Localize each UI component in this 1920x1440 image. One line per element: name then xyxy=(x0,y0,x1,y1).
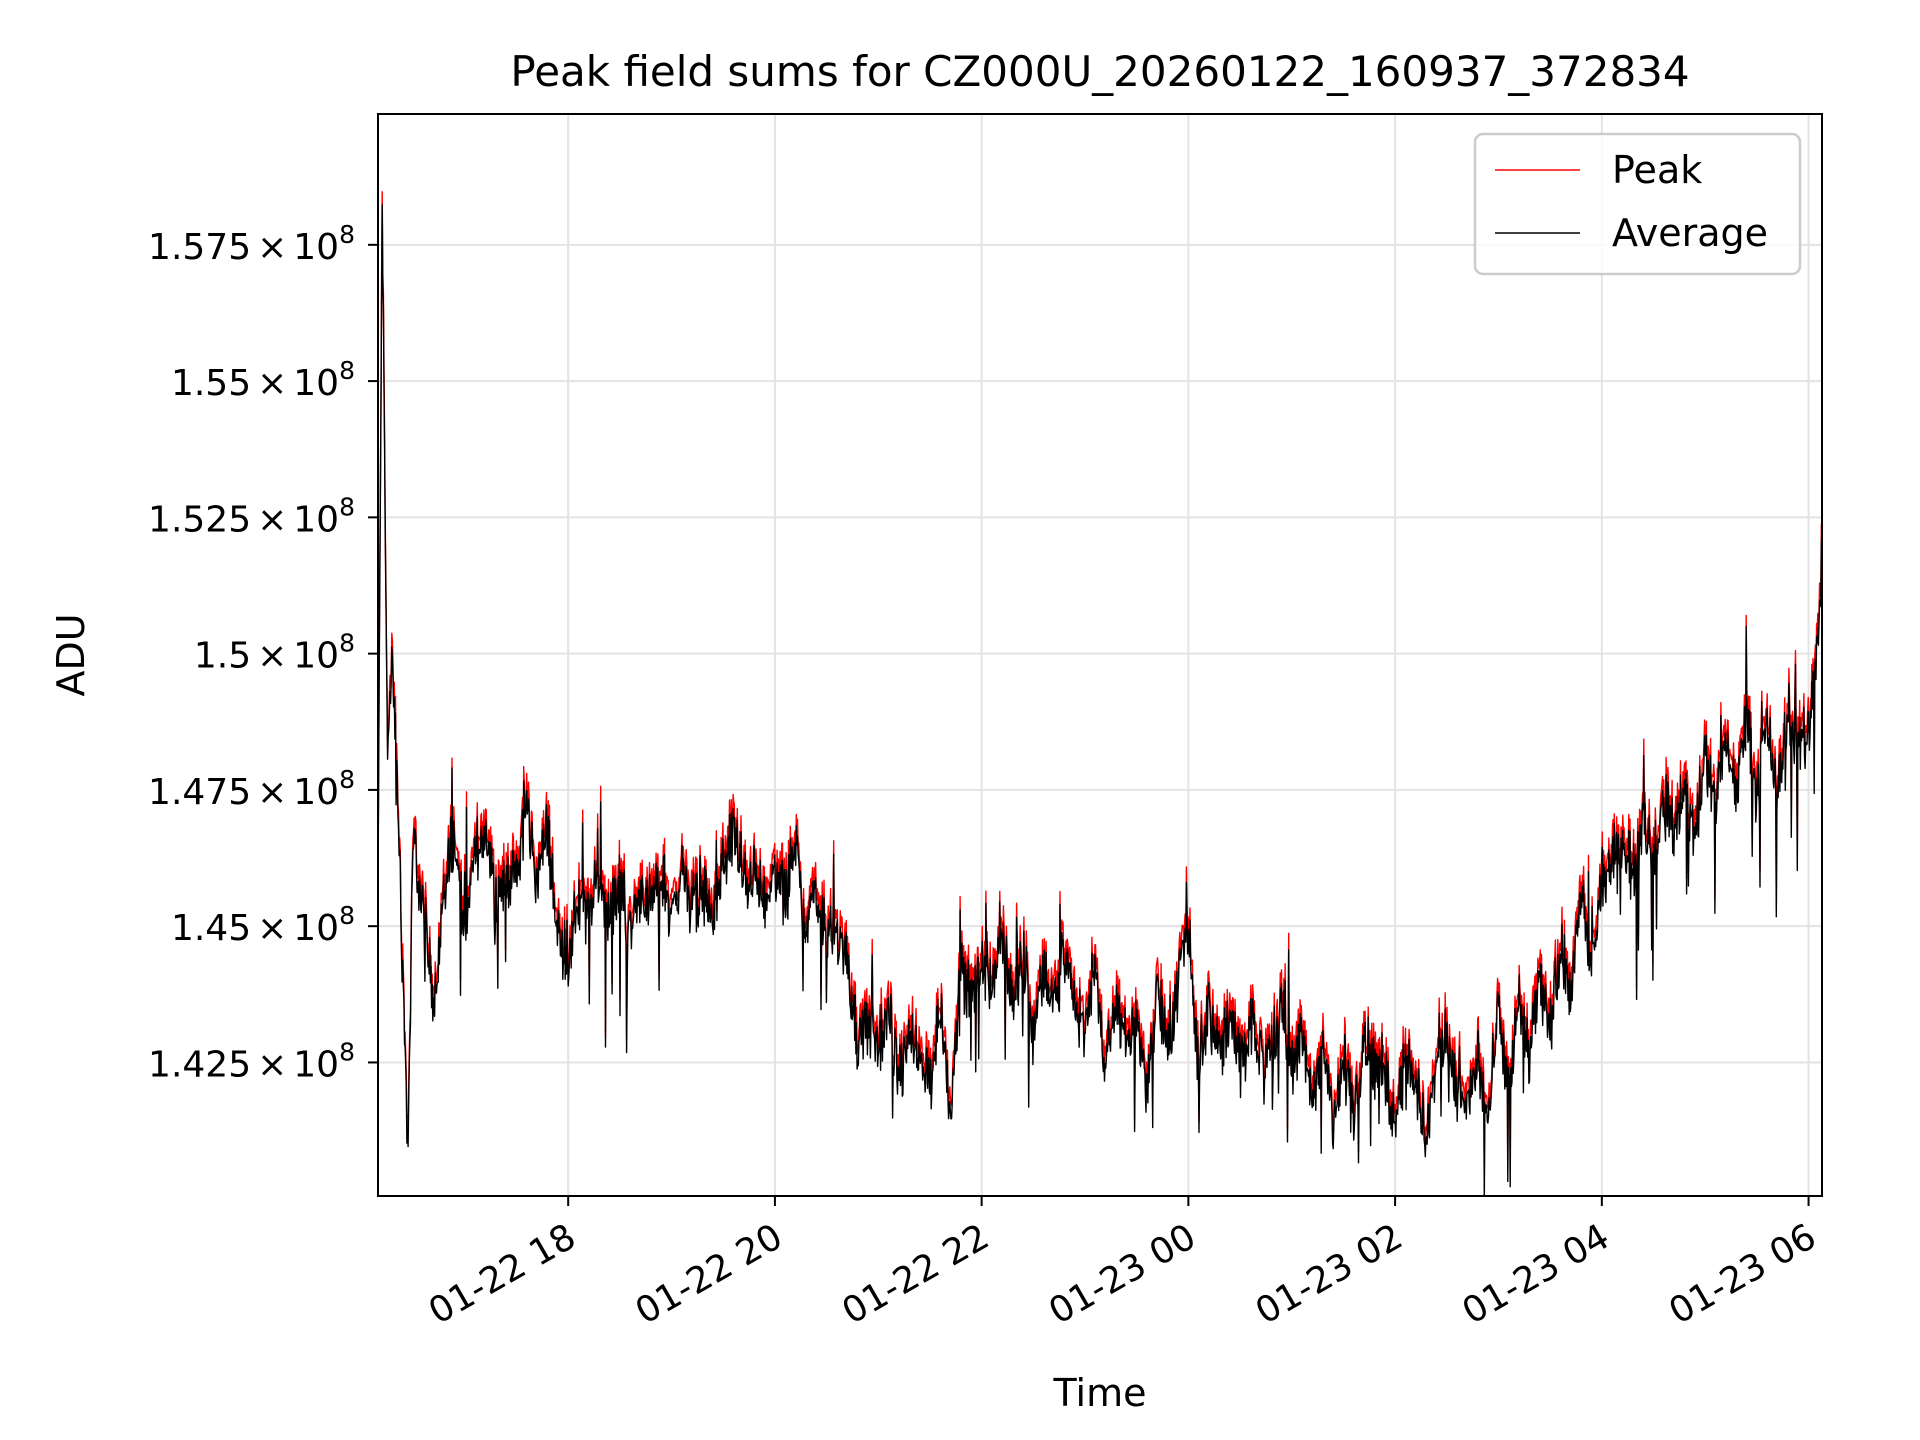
y-tick-exponent: 8 xyxy=(339,220,355,249)
y-tick-times: × xyxy=(257,772,287,813)
y-tick-exponent: 8 xyxy=(339,1037,355,1066)
y-tick-label: 1.5 × 108 xyxy=(194,629,355,677)
y-tick-label: 1.55 × 108 xyxy=(171,356,355,404)
y-tick-base: 10 xyxy=(293,1044,339,1085)
x-axis-label: Time xyxy=(1053,1371,1147,1415)
y-tick-base: 10 xyxy=(293,499,339,540)
legend-label-peak: Peak xyxy=(1612,148,1702,192)
y-tick-label: 1.575 × 108 xyxy=(148,220,355,268)
y-tick-times: × xyxy=(257,1044,287,1085)
y-tick-label: 1.45 × 108 xyxy=(171,901,355,949)
gridlines xyxy=(378,114,1822,1196)
y-tick-mantissa: 1.575 xyxy=(148,227,251,268)
y-tick-exponent: 8 xyxy=(339,629,355,658)
y-tick-exponent: 8 xyxy=(339,765,355,794)
y-axis-label: ADU xyxy=(49,613,93,696)
y-tick-exponent: 8 xyxy=(339,356,355,385)
y-tick-times: × xyxy=(257,227,287,268)
y-tick-base: 10 xyxy=(293,363,339,404)
y-tick-label: 1.475 × 108 xyxy=(148,765,355,813)
y-tick-times: × xyxy=(257,499,287,540)
axes-frame xyxy=(377,113,1823,1197)
legend: Peak Average xyxy=(1473,132,1802,276)
y-tick-times: × xyxy=(257,363,287,404)
y-tick-mantissa: 1.475 xyxy=(148,772,251,813)
y-tick-times: × xyxy=(257,636,287,677)
plot-area xyxy=(378,114,1822,1196)
y-tick-mantissa: 1.525 xyxy=(148,499,251,540)
y-tick-exponent: 8 xyxy=(339,492,355,521)
legend-label-average: Average xyxy=(1612,211,1768,255)
series-line-average xyxy=(378,204,1822,1196)
y-tick-label: 1.525 × 108 xyxy=(148,492,355,540)
series-layer xyxy=(378,191,1822,1196)
y-tick-base: 10 xyxy=(293,772,339,813)
y-tick-exponent: 8 xyxy=(339,901,355,930)
y-tick-base: 10 xyxy=(293,636,339,677)
y-tick-label: 1.425 × 108 xyxy=(148,1037,355,1085)
y-tick-mantissa: 1.55 xyxy=(171,363,251,404)
y-tick-mantissa: 1.5 xyxy=(194,636,251,677)
y-tick-base: 10 xyxy=(293,908,339,949)
chart-title: Peak field sums for CZ000U_20260122_1609… xyxy=(510,47,1689,96)
y-tick-mantissa: 1.45 xyxy=(171,908,251,949)
y-tick-mantissa: 1.425 xyxy=(148,1044,251,1085)
y-tick-times: × xyxy=(257,908,287,949)
y-tick-base: 10 xyxy=(293,227,339,268)
legend-box xyxy=(1473,132,1802,276)
